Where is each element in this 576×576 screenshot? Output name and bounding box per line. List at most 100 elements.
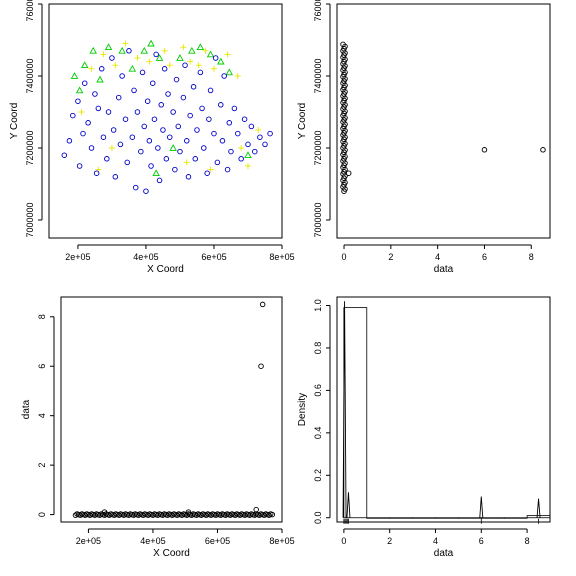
y-tick-label: 2	[37, 463, 47, 468]
x-tick-label: 8e+05	[269, 536, 294, 546]
series-points	[340, 41, 546, 194]
x-axis-label: X Coord	[147, 264, 184, 275]
point-circle	[345, 170, 352, 176]
y-axis-label: Density	[297, 393, 308, 426]
point-circle	[212, 55, 219, 61]
x-tick-label: 4	[435, 252, 440, 262]
point-plus	[161, 47, 168, 54]
point-circle	[184, 138, 190, 144]
series-points	[72, 301, 276, 518]
point-plus	[244, 163, 251, 169]
x-tick-label: 4e+05	[140, 536, 165, 546]
y-tick-label: 0.6	[313, 384, 323, 397]
point-circle	[105, 109, 112, 115]
point-plus	[187, 58, 194, 65]
histogram-bar	[480, 517, 505, 519]
point-circle	[190, 84, 197, 90]
point-circle	[110, 127, 117, 133]
point-circle	[124, 159, 130, 166]
point-circle	[231, 105, 238, 112]
point-circle	[160, 127, 166, 133]
point-triangle	[80, 61, 89, 69]
point-circle	[201, 145, 207, 151]
point-circle	[185, 509, 192, 515]
point-triangle	[169, 144, 177, 151]
point-circle	[95, 105, 102, 112]
point-circle	[267, 130, 273, 137]
density-spike	[536, 498, 541, 518]
point-circle	[100, 134, 107, 140]
rug	[343, 518, 539, 524]
point-plus	[78, 109, 85, 115]
y-tick-label: 0.8	[313, 342, 323, 355]
x-tick-label: 2	[388, 252, 393, 262]
y-tick-label: 7000000	[25, 202, 35, 237]
point-circle	[248, 123, 255, 130]
point-circle	[155, 145, 161, 151]
point-circle	[143, 188, 149, 194]
point-circle	[93, 170, 100, 176]
point-triangle	[96, 75, 104, 83]
point-circle	[149, 80, 156, 86]
x-tick-label: 6	[482, 252, 487, 262]
y-tick-label: 1.0	[313, 299, 323, 312]
point-circle	[199, 105, 205, 112]
point-circle	[170, 109, 176, 115]
y-axis-label: Y Coord	[297, 103, 308, 140]
point-circle	[104, 156, 110, 162]
point-triangle	[75, 86, 84, 94]
point-triangle	[188, 46, 196, 54]
point-plus	[146, 58, 153, 65]
point-circle	[129, 134, 136, 140]
point-circle	[70, 112, 76, 119]
point-circle	[151, 116, 158, 122]
y-axis-label: data	[21, 399, 32, 419]
point-circle	[173, 76, 180, 83]
y-tick-label: 7400000	[25, 58, 35, 93]
x-axis-label: data	[434, 264, 454, 275]
point-triangle	[152, 169, 160, 177]
x-axis: 2e+05 4e+05 6e+05 8e+05 X Coord	[65, 244, 295, 275]
point-circle	[206, 116, 212, 122]
y-tick-label: 0.0	[313, 511, 323, 524]
point-circle	[221, 73, 227, 79]
point-circle	[165, 91, 171, 97]
y-tick-label: 7200000	[25, 130, 35, 165]
point-circle	[194, 127, 200, 133]
point-triangle	[176, 54, 184, 61]
point-circle	[141, 123, 147, 130]
y-tick-label: 0	[37, 512, 47, 517]
x-axis-label: X Coord	[153, 548, 190, 559]
point-circle	[540, 147, 546, 153]
x-tick-label: 6e+05	[201, 252, 226, 262]
point-circle	[88, 145, 95, 151]
x-tick-label: 2e+05	[65, 252, 90, 262]
series-triangle	[70, 39, 252, 177]
panel-map: 2e+05 4e+05 6e+05 8e+05 X Coord 7000000 720000…	[9, 0, 295, 275]
point-circle	[218, 102, 224, 108]
point-circle	[112, 174, 119, 180]
point-circle	[115, 94, 122, 101]
point-circle	[172, 166, 178, 173]
point-circle	[235, 130, 241, 137]
histogram-bar	[412, 517, 436, 519]
y-tick-label: 7600000	[313, 0, 323, 22]
x-tick-label: 0	[342, 252, 347, 262]
y-axis-label: Y Coord	[9, 103, 20, 140]
x-tick-label: 4	[433, 536, 438, 546]
histogram-bar	[435, 517, 459, 519]
point-circle	[161, 66, 168, 72]
point-plus	[122, 40, 129, 47]
point-triangle	[196, 43, 205, 51]
plot-frame	[336, 3, 551, 239]
y-axis: 0 2 4 6 8 data	[21, 314, 55, 517]
y-tick-label: 7200000	[313, 130, 323, 165]
point-circle	[224, 166, 231, 173]
y-tick-label: 4	[37, 413, 47, 418]
point-circle	[144, 98, 151, 104]
point-circle	[153, 51, 159, 58]
point-triangle	[244, 151, 252, 159]
point-triangle	[225, 68, 234, 76]
point-circle	[226, 120, 233, 126]
